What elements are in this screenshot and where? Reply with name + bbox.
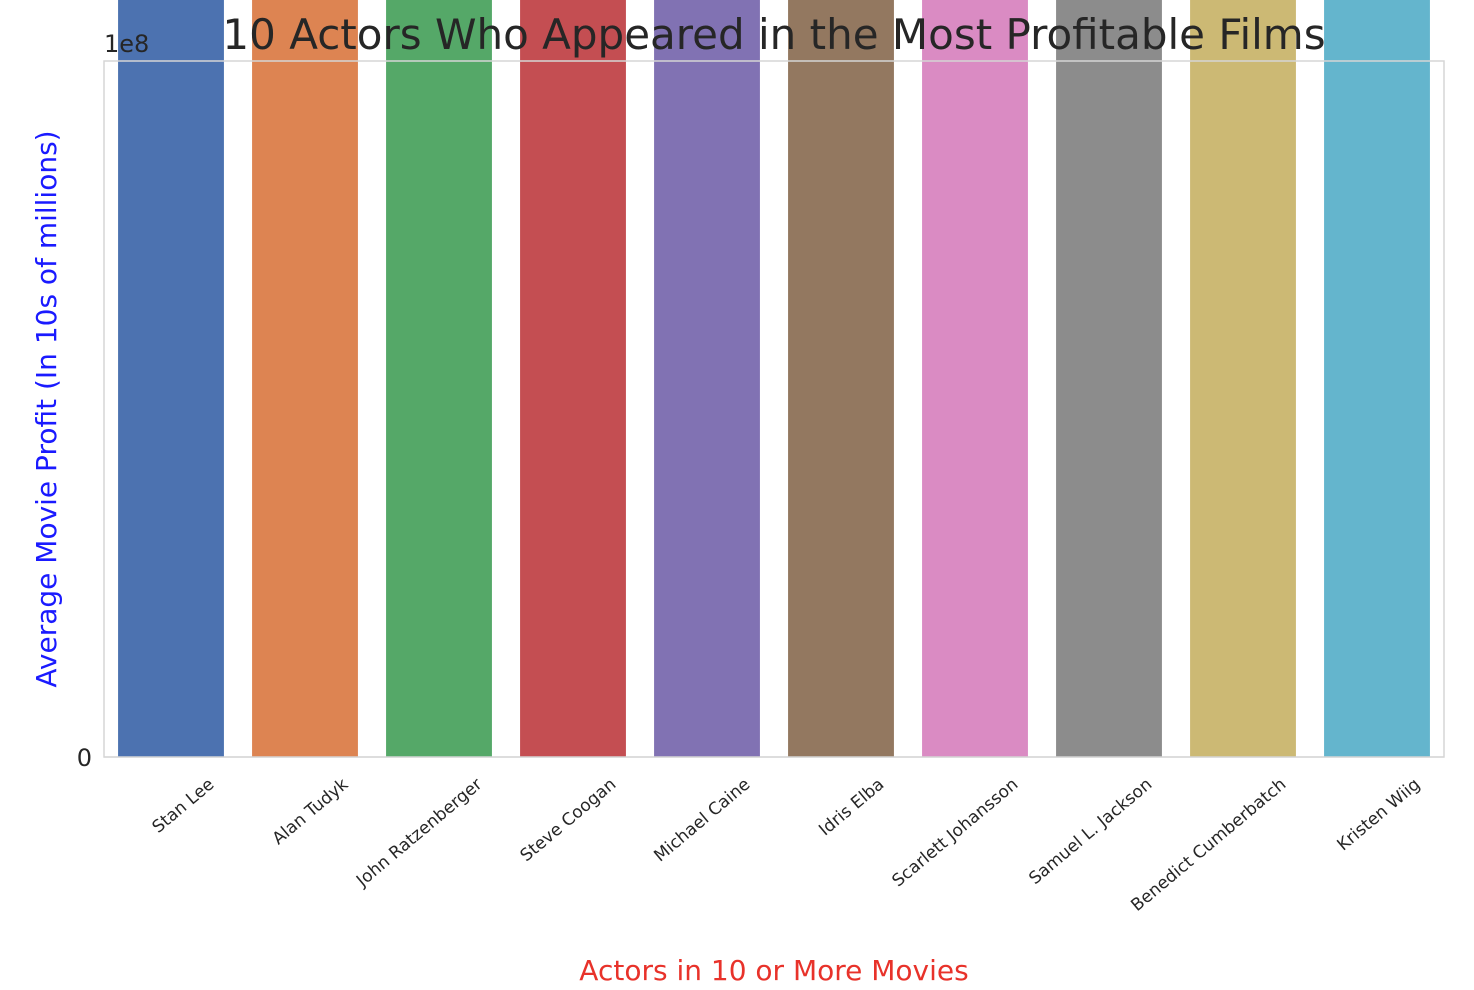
bar bbox=[118, 0, 224, 757]
x-tick-label: Samuel L. Jackson bbox=[1025, 775, 1156, 889]
y-axis-offset-label: 1e8 bbox=[104, 30, 149, 58]
x-tick-label: Scarlett Johansson bbox=[889, 775, 1023, 892]
y-tick-label: 0 bbox=[77, 744, 92, 772]
chart-title: 10 Actors Who Appeared in the Most Profi… bbox=[222, 10, 1325, 59]
bar bbox=[788, 0, 894, 757]
x-tick-label: Kristen Wiig bbox=[1333, 775, 1424, 856]
x-tick-label: John Ratzenberger bbox=[352, 775, 486, 892]
bar bbox=[386, 0, 492, 757]
x-axis-ticks: Stan Lee Alan Tudyk John Ratzenberger Steve… bbox=[149, 774, 1425, 915]
x-tick-label: Idris Elba bbox=[815, 775, 888, 841]
x-tick-label: Benedict Cumberbatch bbox=[1127, 775, 1290, 916]
x-axis-label: Actors in 10 or More Movies bbox=[579, 954, 968, 987]
bar bbox=[1056, 0, 1162, 757]
bar bbox=[1324, 0, 1430, 757]
bar bbox=[654, 0, 760, 757]
bars bbox=[118, 0, 1430, 758]
bar bbox=[252, 0, 358, 757]
x-tick-label: Stan Lee bbox=[149, 775, 219, 838]
bar bbox=[922, 0, 1028, 757]
x-tick-label: Michael Caine bbox=[650, 775, 754, 867]
y-axis-ticks: 0 bbox=[77, 744, 92, 772]
y-axis-label: Average Movie Profit (In 10s of millions… bbox=[30, 130, 63, 687]
bar bbox=[520, 0, 626, 758]
x-tick-label: Alan Tudyk bbox=[269, 774, 353, 849]
x-tick-label: Steve Coogan bbox=[517, 775, 621, 866]
bar bbox=[1190, 0, 1296, 757]
plot-frame bbox=[103, 60, 1445, 758]
